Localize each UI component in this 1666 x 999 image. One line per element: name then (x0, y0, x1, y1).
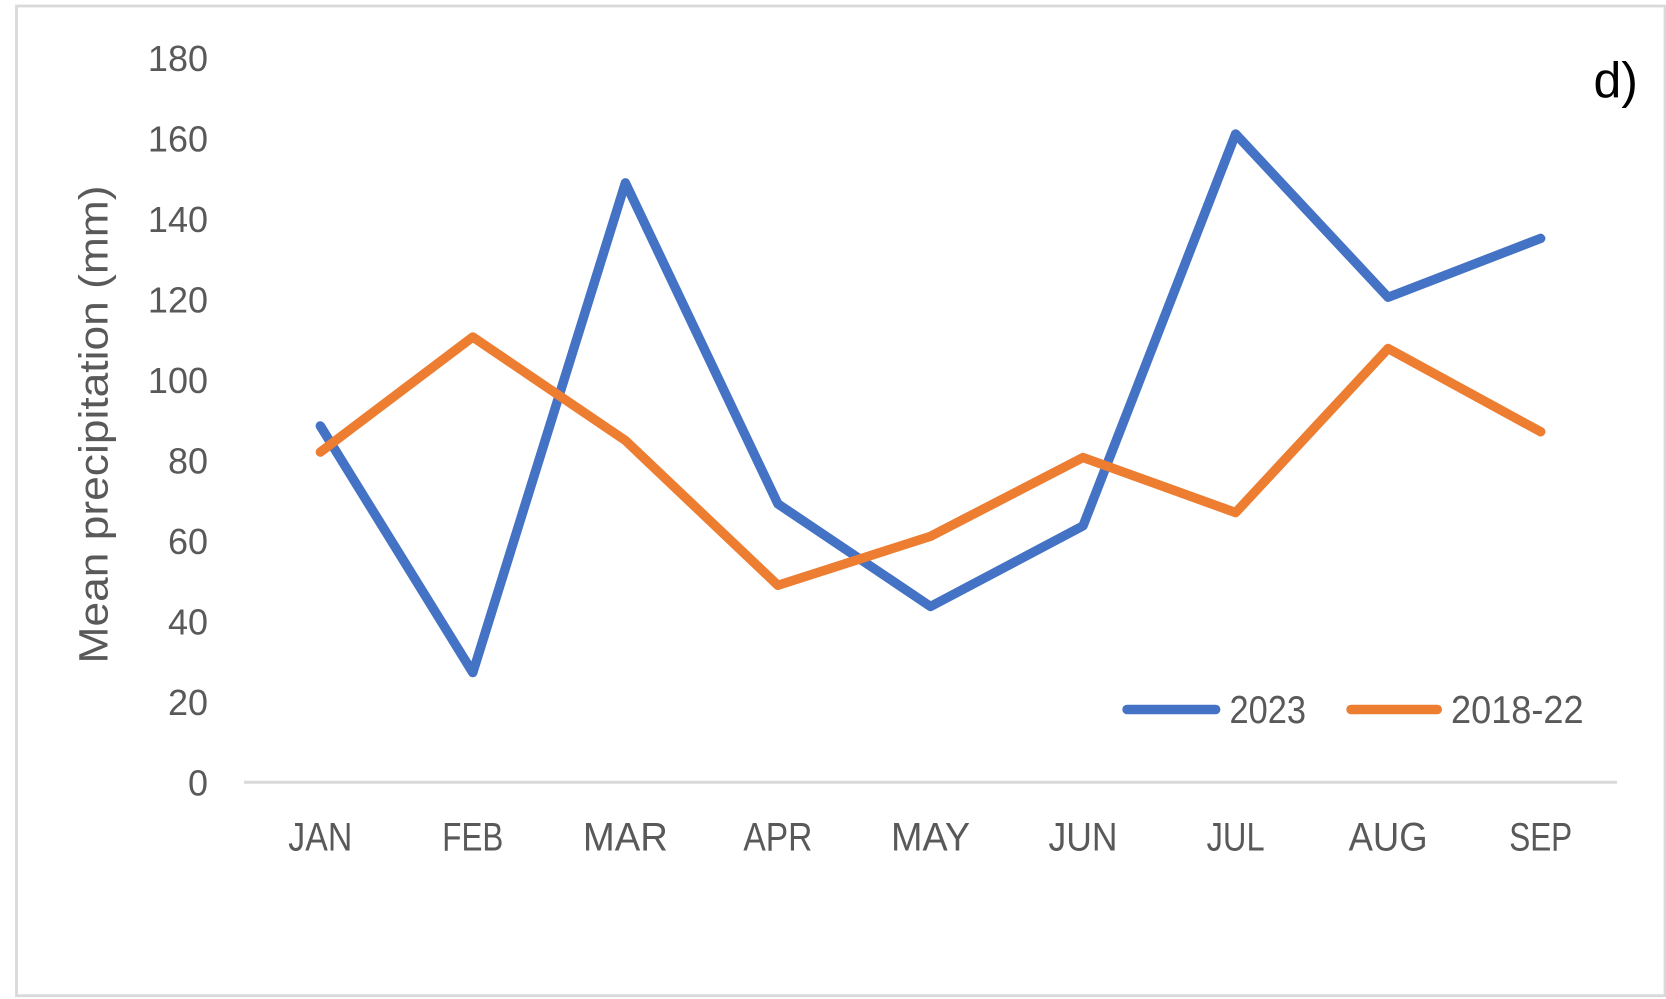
svg-text:40: 40 (168, 602, 208, 643)
svg-text:2018-22: 2018-22 (1451, 689, 1584, 732)
svg-text:JUL: JUL (1207, 816, 1265, 860)
svg-text:60: 60 (168, 521, 208, 562)
svg-text:FEB: FEB (442, 816, 503, 860)
svg-text:80: 80 (168, 441, 208, 482)
svg-text:SEP: SEP (1509, 816, 1572, 860)
svg-text:2023: 2023 (1230, 689, 1307, 732)
svg-text:120: 120 (148, 280, 208, 321)
svg-text:100: 100 (148, 360, 208, 401)
svg-text:180: 180 (148, 38, 208, 79)
svg-text:20: 20 (168, 682, 208, 723)
svg-text:140: 140 (148, 199, 208, 240)
svg-text:d): d) (1594, 53, 1638, 109)
svg-text:160: 160 (148, 119, 208, 160)
svg-text:APR: APR (743, 816, 812, 860)
svg-text:0: 0 (188, 763, 208, 804)
svg-text:JAN: JAN (288, 816, 352, 860)
svg-text:AUG: AUG (1349, 816, 1428, 860)
svg-text:MAR: MAR (583, 816, 668, 860)
svg-text:Mean precipitation (mm): Mean precipitation (mm) (70, 185, 116, 663)
svg-text:MAY: MAY (891, 816, 970, 860)
svg-text:JUN: JUN (1049, 816, 1118, 860)
